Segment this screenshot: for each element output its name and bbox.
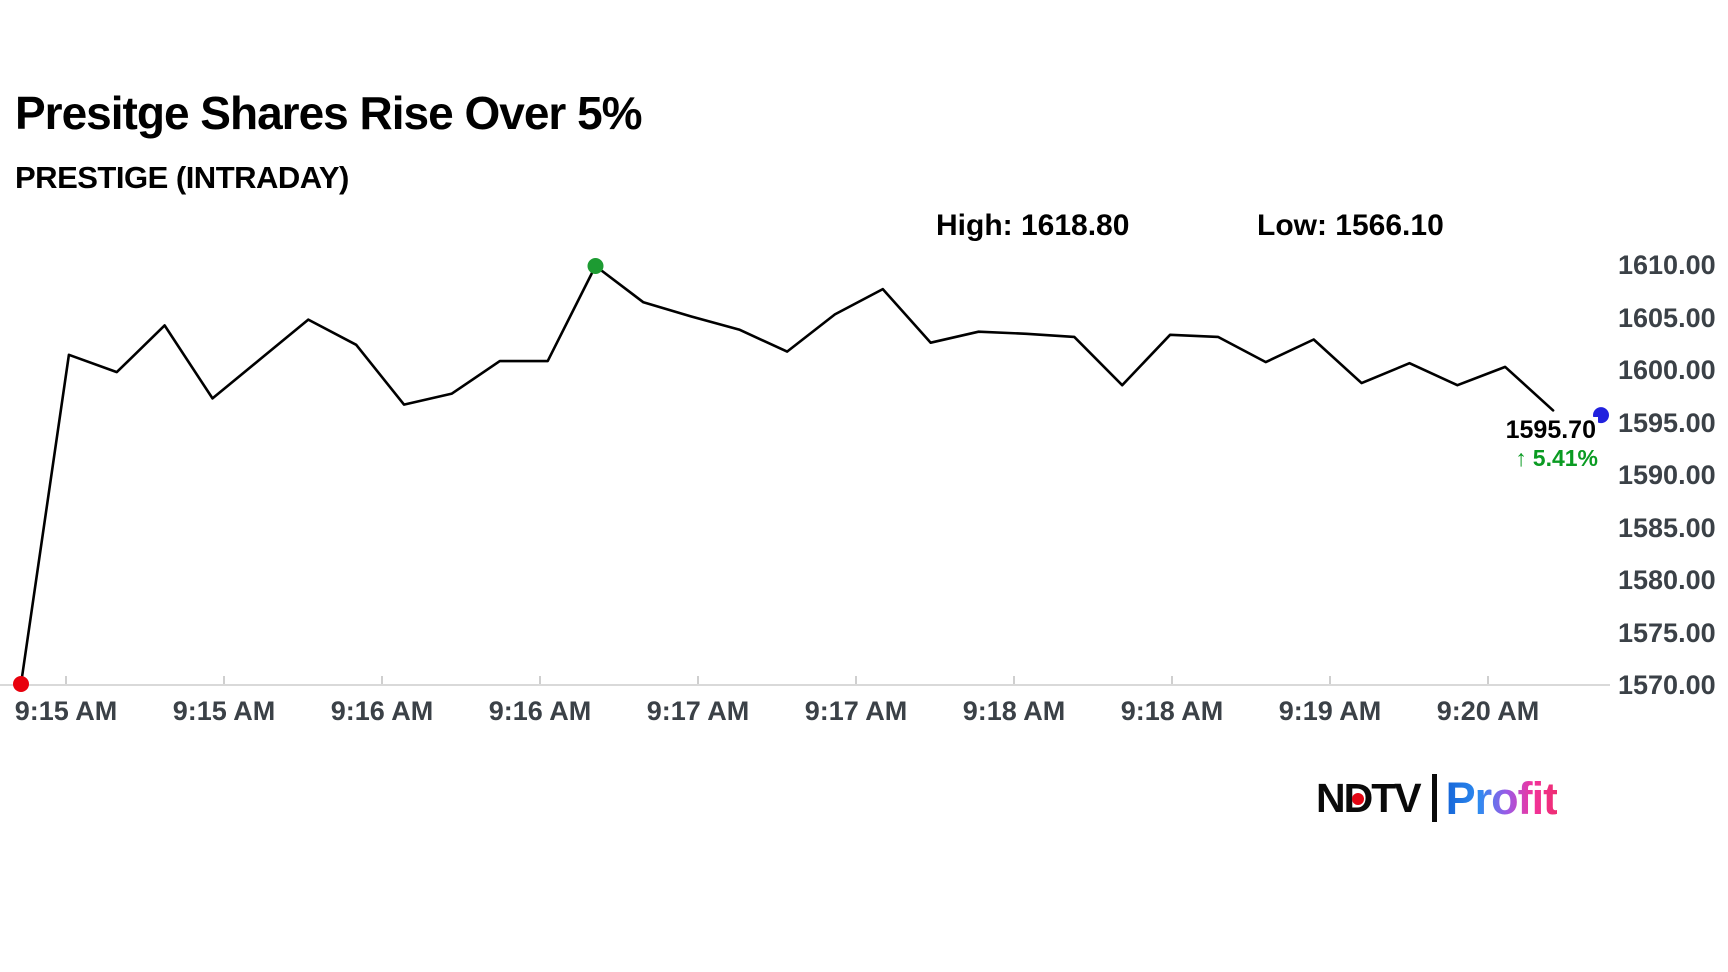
x-axis-label: 9:17 AM (804, 696, 908, 726)
x-axis-label: 9:18 AM (1120, 696, 1224, 726)
x-axis-label: 9:19 AM (1278, 696, 1382, 726)
ndtv-profit-logo: NDTV Profit (1316, 770, 1558, 826)
x-axis-label: 9:17 AM (646, 696, 750, 726)
ndtv-text: NDTV (1316, 774, 1422, 821)
price-line (19, 264, 1555, 686)
y-axis-label: 1610.00 (1618, 250, 1716, 280)
last-price-change: ↑ 5.41% (1515, 445, 1598, 473)
profit-wordmark: Profit (1445, 772, 1558, 824)
y-axis-label: 1595.00 (1618, 407, 1716, 438)
y-axis-label: 1585.00 (1618, 512, 1716, 543)
day-low-annotation: Low: 1566.10 (1257, 209, 1444, 242)
chart-title: Presitge Shares Rise Over 5% (15, 87, 643, 139)
day-high-annotation: High: 1618.80 (936, 209, 1130, 242)
y-axis-label: 1590.00 (1618, 460, 1716, 490)
ndtv-wordmark: NDTV (1316, 774, 1422, 821)
y-axis-label: 1570.00 (1618, 670, 1716, 700)
x-axis-label: 9:15 AM (172, 696, 276, 726)
y-axis-label: 1575.00 (1618, 617, 1716, 648)
up-arrow-icon: ↑ (1515, 444, 1527, 471)
y-axis-label: 1600.00 (1618, 355, 1716, 385)
session-peak-dot (587, 258, 604, 274)
logo-divider-bar (1431, 774, 1437, 822)
last-price-value: 1595.70 (1503, 416, 1598, 445)
y-axis-label: 1605.00 (1618, 302, 1716, 333)
x-axis-label: 9:15 AM (14, 696, 118, 726)
x-axis-label: 9:20 AM (1436, 696, 1540, 726)
y-axis-label: 1580.00 (1618, 565, 1716, 595)
x-axis-label: 9:16 AM (488, 696, 592, 726)
x-axis-label: 9:18 AM (962, 696, 1066, 726)
session-low-dot (13, 676, 29, 692)
chart-subtitle: PRESTIGE (INTRADAY) (15, 160, 349, 195)
last-price-callout: 1595.70 ↑ 5.41% (1400, 416, 1598, 473)
change-percent: 5.41% (1532, 444, 1598, 471)
ndtv-red-ball-icon (1352, 792, 1364, 805)
x-axis-label: 9:16 AM (330, 696, 434, 726)
